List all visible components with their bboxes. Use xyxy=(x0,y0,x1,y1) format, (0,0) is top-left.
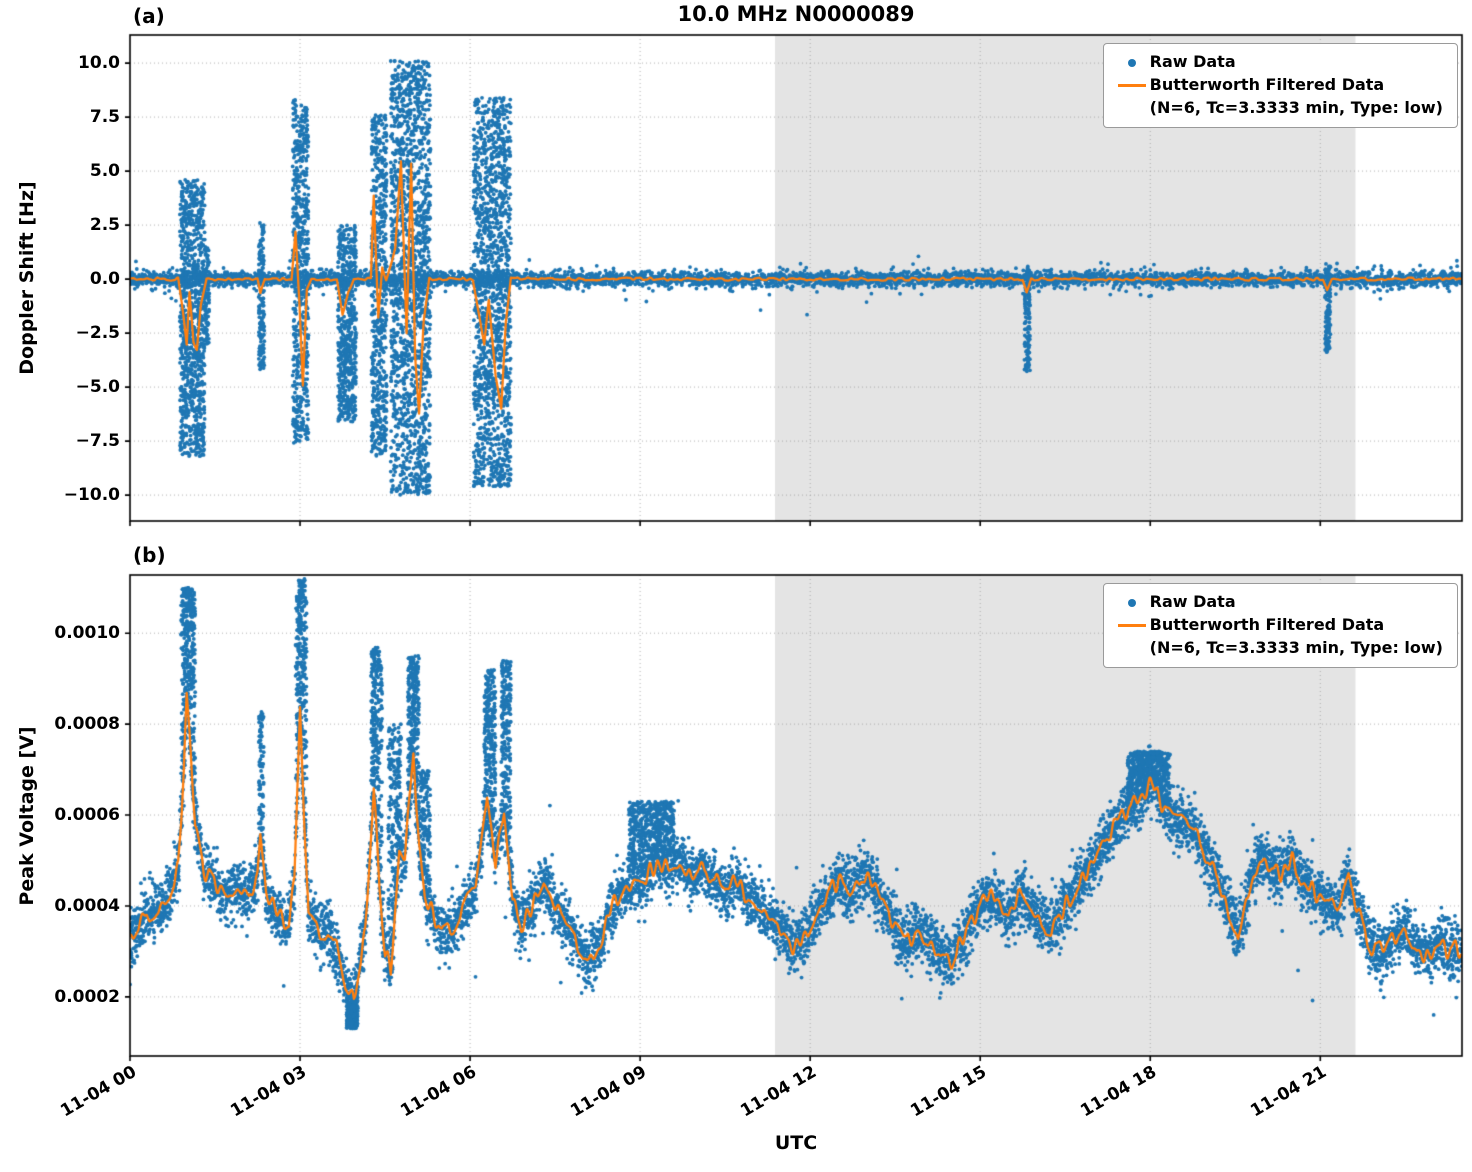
filtered-line-marker-icon xyxy=(1114,614,1150,637)
raw-data-marker-icon xyxy=(1114,51,1150,74)
legend-label-raw: Raw Data xyxy=(1149,592,1236,611)
legend-label-raw: Raw Data xyxy=(1149,52,1236,71)
legend-label-filtered-block: Butterworth Filtered Data (N=6, Tc=3.333… xyxy=(1150,614,1443,659)
legend-item-raw: Raw Data xyxy=(1114,51,1443,74)
y-tick-label: 0.0002 xyxy=(54,986,120,1007)
y-tick-label: −5.0 xyxy=(75,377,120,398)
legend-item-raw: Raw Data xyxy=(1114,591,1443,614)
legend-a: Raw Data Butterworth Filtered Data (N=6,… xyxy=(1102,43,1458,129)
raw-data-marker-icon xyxy=(1114,591,1150,614)
y-tick-label: 7.5 xyxy=(89,107,120,128)
y-tick-label: −2.5 xyxy=(75,323,120,344)
y-axis-label-a: Doppler Shift [Hz] xyxy=(16,181,38,375)
legend-label-filtered: Butterworth Filtered Data xyxy=(1149,75,1385,94)
x-axis-label: UTC xyxy=(774,1132,818,1154)
y-tick-label: 0.0010 xyxy=(54,623,120,644)
y-tick-label: 0.0004 xyxy=(54,895,120,916)
y-tick-label: 10.0 xyxy=(78,53,120,74)
legend-label-filtered-params: (N=6, Tc=3.3333 min, Type: low) xyxy=(1149,97,1443,117)
legend-item-filtered: Butterworth Filtered Data (N=6, Tc=3.333… xyxy=(1114,74,1443,119)
y-tick-label: 0.0006 xyxy=(54,805,120,826)
legend-b: Raw Data Butterworth Filtered Data (N=6,… xyxy=(1102,583,1458,669)
legend-label-filtered-params: (N=6, Tc=3.3333 min, Type: low) xyxy=(1149,637,1443,657)
y-tick-label: 0.0 xyxy=(89,269,120,290)
y-tick-label: 5.0 xyxy=(89,161,120,182)
y-tick-label: −7.5 xyxy=(75,431,120,452)
legend-item-filtered: Butterworth Filtered Data (N=6, Tc=3.333… xyxy=(1114,614,1443,659)
y-axis-label-b: Peak Voltage [V] xyxy=(16,726,38,906)
y-tick-label: 2.5 xyxy=(89,215,120,236)
panel-b-tag: (b) xyxy=(133,543,166,567)
panel-a-tag: (a) xyxy=(133,4,165,28)
filtered-line-marker-icon xyxy=(1114,74,1150,97)
y-tick-label: 0.0008 xyxy=(54,714,120,735)
chart-title: 10.0 MHz N0000089 xyxy=(677,2,915,26)
legend-label-filtered-block: Butterworth Filtered Data (N=6, Tc=3.333… xyxy=(1150,74,1443,119)
legend-label-filtered: Butterworth Filtered Data xyxy=(1149,615,1385,634)
y-tick-label: −10.0 xyxy=(63,485,120,506)
